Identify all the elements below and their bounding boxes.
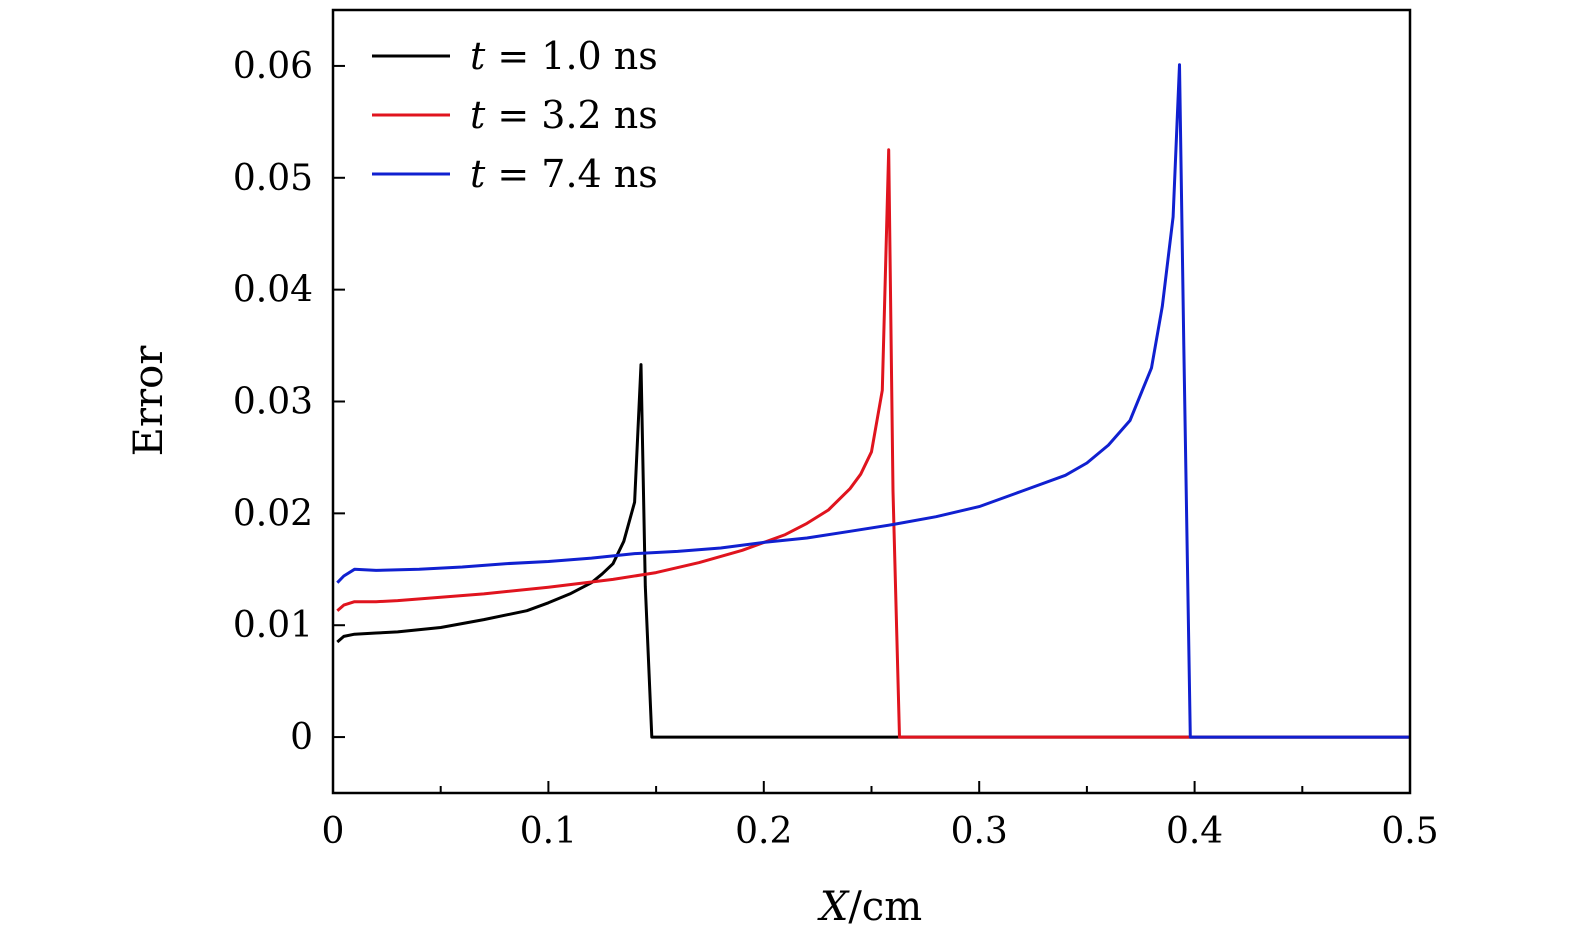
- series-line-3: [336, 63, 1410, 739]
- x-axis-unit: /cm: [848, 884, 922, 930]
- legend-label-2: t = 3.2 ns: [470, 93, 658, 137]
- legend-label-1: t = 1.0 ns: [470, 34, 658, 78]
- x-tick-label: 0.2: [735, 811, 792, 852]
- x-axis-variable: X: [817, 884, 850, 930]
- y-tick-label: 0.04: [233, 270, 313, 311]
- x-axis-title: X/cm: [817, 884, 922, 930]
- y-tick-label: 0.01: [233, 605, 313, 646]
- y-axis: 0 0.01 0.02 0.03 0.04 0.05 0.06: [233, 46, 345, 758]
- legend-variable: t: [470, 93, 486, 137]
- legend-value: = 7.4 ns: [485, 152, 657, 196]
- y-tick-label: 0.06: [233, 46, 313, 87]
- legend-value: = 3.2 ns: [485, 93, 657, 137]
- y-tick-label: 0.02: [233, 493, 313, 534]
- y-tick-label: 0: [290, 717, 313, 758]
- legend: t = 1.0 nst = 3.2 nst = 7.4 ns: [372, 34, 658, 196]
- series-layer: [336, 63, 1410, 739]
- y-tick-label: 0.05: [233, 158, 313, 199]
- y-tick-label: 0.03: [233, 382, 313, 423]
- x-tick-label: 0.1: [520, 811, 577, 852]
- x-tick-label: 0.3: [951, 811, 1008, 852]
- y-axis-title: Error: [126, 345, 172, 457]
- legend-variable: t: [470, 152, 486, 196]
- x-tick-label: 0.5: [1381, 811, 1438, 852]
- x-axis: 0 0.1 0.2 0.3 0.4 0.5: [322, 781, 1439, 852]
- x-tick-label: 0: [322, 811, 345, 852]
- x-tick-label: 0.4: [1166, 811, 1223, 852]
- legend-value: = 1.0 ns: [485, 34, 657, 78]
- legend-variable: t: [470, 34, 486, 78]
- series-line-1: [336, 363, 1410, 739]
- legend-label-3: t = 7.4 ns: [470, 152, 658, 196]
- series-line-2: [336, 148, 1410, 739]
